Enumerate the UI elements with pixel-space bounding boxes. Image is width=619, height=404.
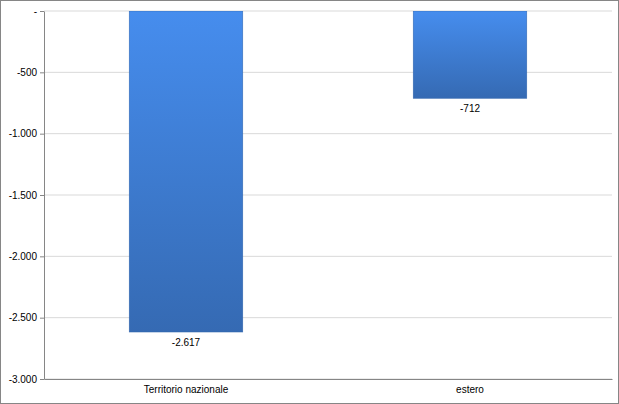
y-tick-mark [40, 256, 44, 257]
y-tick: -2.500 [9, 312, 44, 323]
y-tick: - [34, 6, 44, 17]
y-tick-mark [40, 134, 44, 135]
y-tick: -3.000 [9, 374, 44, 385]
y-tick-mark [40, 318, 44, 319]
x-axis: Territorio nazionale estero [45, 380, 613, 396]
data-label: -2.617 [172, 337, 201, 348]
bars [129, 11, 527, 332]
grid [44, 11, 612, 379]
x-tick: Territorio nazionale [144, 384, 229, 395]
y-tick-mark [40, 72, 44, 73]
chart-border [1, 1, 619, 404]
data-labels: -2.617 -712 [172, 103, 481, 348]
grid-line [44, 379, 612, 380]
x-tick-label: estero [456, 384, 484, 395]
data-label: -712 [460, 103, 480, 114]
y-tick-label: -500 [17, 67, 37, 78]
x-tick: estero [456, 384, 484, 395]
y-tick-label: -1.500 [9, 190, 38, 201]
y-tick-mark [40, 379, 44, 380]
y-tick: -1.500 [9, 190, 44, 201]
y-tick: -2.000 [9, 251, 44, 262]
bar [413, 11, 527, 98]
y-tick-mark [40, 195, 44, 196]
y-tick: -500 [17, 67, 44, 78]
y-axis: -3.000 -2.500 -2.000 -1.500 -1.000 -500 - [9, 6, 45, 385]
y-axis-line [44, 12, 45, 380]
y-tick-mark [40, 11, 44, 12]
y-tick-label: -2.500 [9, 312, 38, 323]
bar [129, 11, 243, 332]
y-tick-label: -1.000 [9, 128, 38, 139]
x-tick-label: Territorio nazionale [144, 384, 229, 395]
y-tick: -1.000 [9, 128, 44, 139]
y-tick-label: -3.000 [9, 374, 38, 385]
y-tick-label: - [34, 6, 37, 17]
y-tick-label: -2.000 [9, 251, 38, 262]
x-axis-line [45, 379, 613, 380]
